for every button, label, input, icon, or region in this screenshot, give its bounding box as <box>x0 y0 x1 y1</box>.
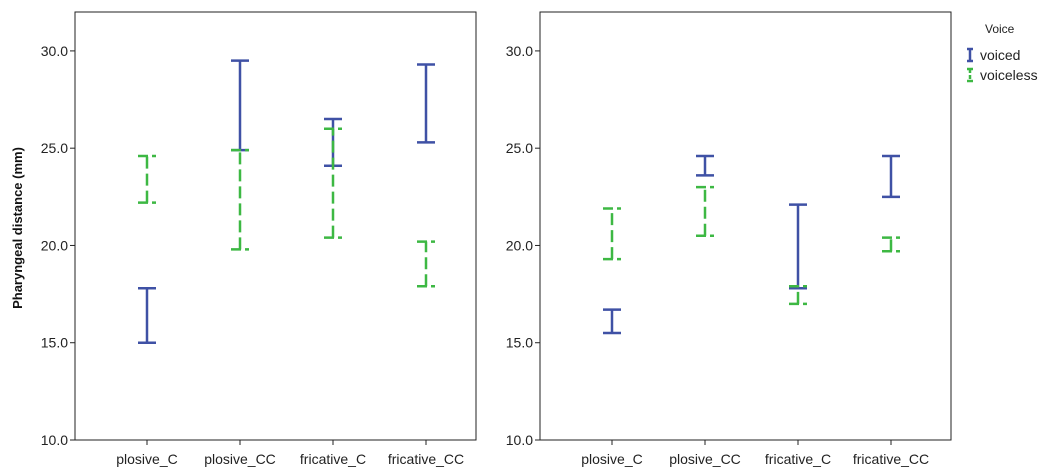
legend-title: Voice <box>985 22 1015 36</box>
y-tick-label: 25.0 <box>41 140 68 156</box>
y-tick-label: 15.0 <box>506 335 533 351</box>
right-panel: 10.0 15.0 20.0 25.0 30.0 plosive_C plosive_CC f… <box>506 11 952 467</box>
error-bar-voiceless <box>789 285 807 306</box>
error-bar-voiceless <box>882 236 900 253</box>
legend: Voice voiced voiceless <box>967 22 1038 83</box>
y-tick-label: 30.0 <box>41 43 68 59</box>
y-tick-label: 10.0 <box>41 432 68 448</box>
legend-item-voiceless: voiceless <box>967 67 1038 83</box>
error-bar-voiceless <box>417 240 435 288</box>
legend-marker-voiced <box>967 47 973 63</box>
plot-frame <box>539 11 952 441</box>
error-bar-voiceless <box>324 127 342 239</box>
x-tick-label: plosive_C <box>116 451 177 467</box>
y-axis-label: Pharyngeal distance (mm) <box>10 147 25 309</box>
error-bar-voiced <box>789 203 807 290</box>
y-tick-label: 25.0 <box>506 140 533 156</box>
legend-marker-voiceless <box>967 67 973 83</box>
error-bar-voiceless <box>231 148 249 251</box>
y-tick-label: 15.0 <box>41 335 68 351</box>
error-bar-voiced <box>138 287 156 344</box>
x-tick-label: plosive_CC <box>669 451 741 467</box>
legend-label-voiceless: voiceless <box>980 67 1038 83</box>
error-bar-voiceless <box>138 154 156 204</box>
y-tick-label: 20.0 <box>41 237 68 253</box>
x-tick-label: fricative_CC <box>853 451 929 467</box>
x-tick-label: fricative_CC <box>388 451 464 467</box>
error-bar-voiced <box>882 154 900 199</box>
x-tick-label: fricative_C <box>300 451 366 467</box>
legend-label-voiced: voiced <box>980 47 1020 63</box>
error-bar-voiceless <box>696 185 714 237</box>
error-bar-voiceless <box>603 207 621 261</box>
x-tick-label: plosive_CC <box>204 451 276 467</box>
legend-item-voiced: voiced <box>967 47 1020 63</box>
error-bar-voiced <box>231 59 249 152</box>
x-tick-label: fricative_C <box>765 451 831 467</box>
error-bar-voiced <box>603 308 621 335</box>
y-tick-label: 10.0 <box>506 432 533 448</box>
plot-frame <box>74 11 477 441</box>
y-tick-label: 30.0 <box>506 43 533 59</box>
error-bar-voiced <box>417 63 435 144</box>
y-tick-label: 20.0 <box>506 237 533 253</box>
x-tick-label: plosive_C <box>581 451 642 467</box>
error-bar-voiced <box>696 154 714 177</box>
left-panel: 10.0 15.0 20.0 25.0 30.0 plosive_C plosive_CC f… <box>41 11 477 467</box>
